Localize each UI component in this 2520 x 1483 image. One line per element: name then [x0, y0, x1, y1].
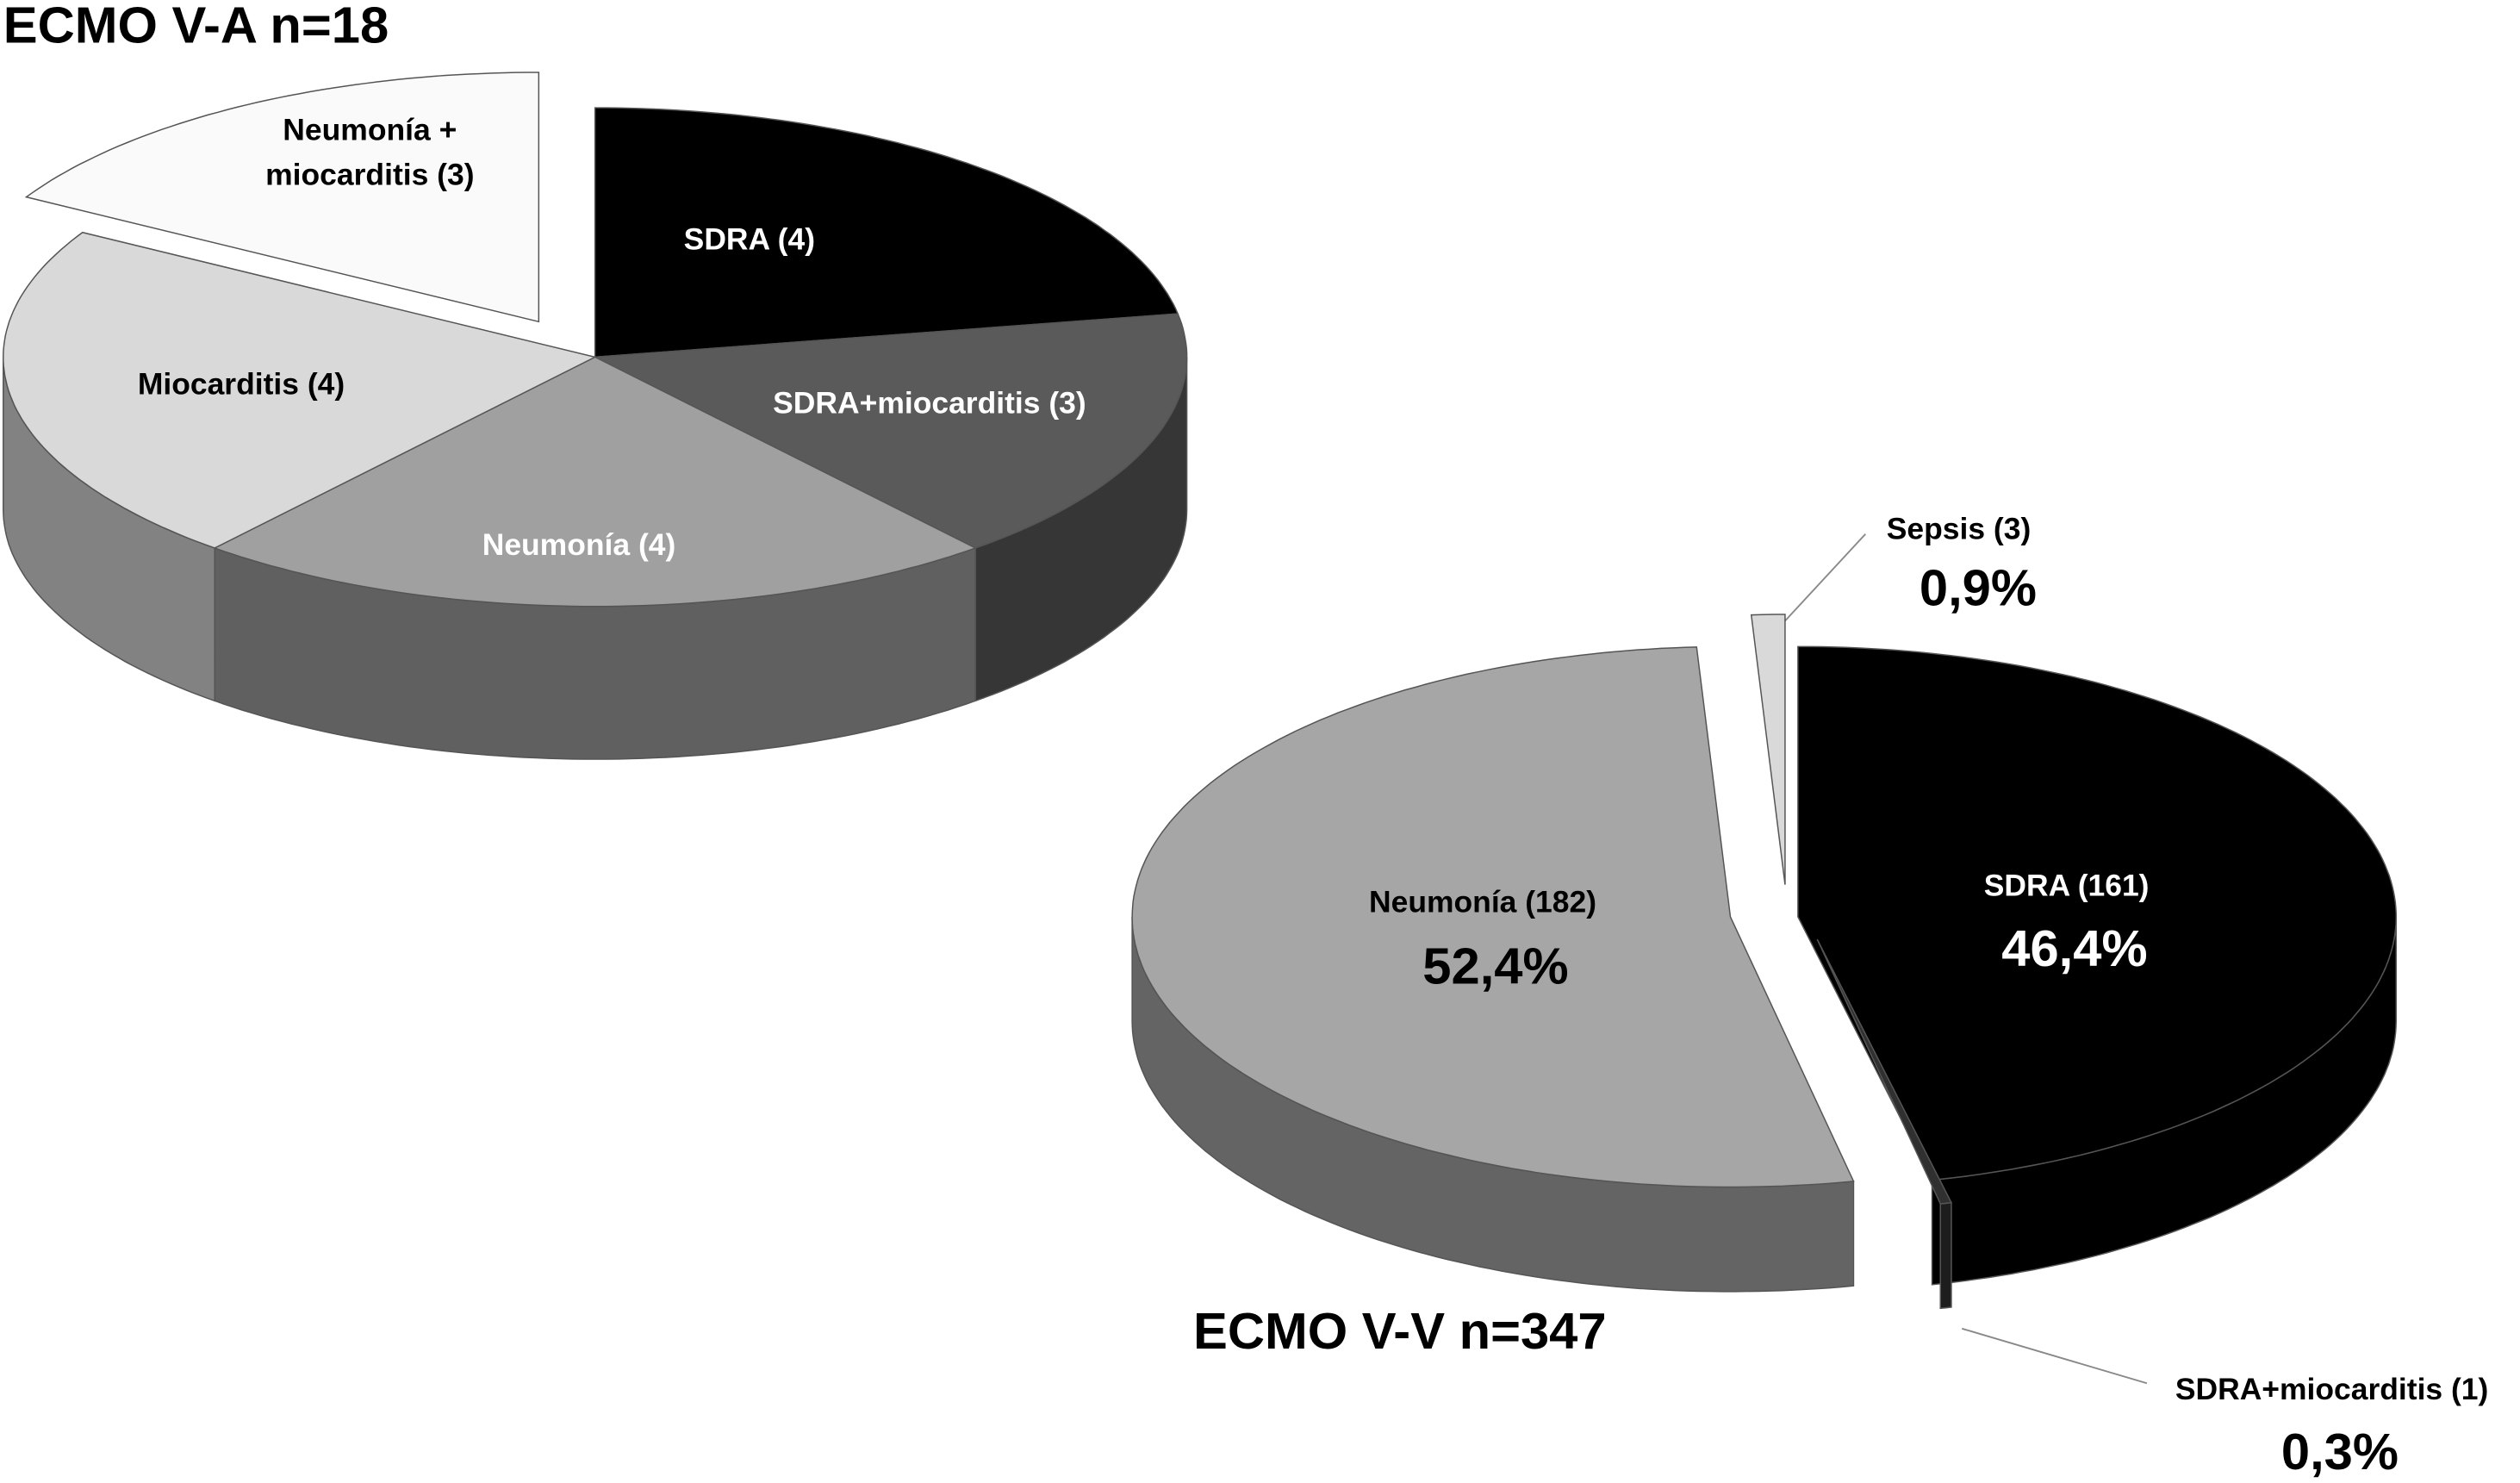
slice-label: SDRA+miocarditis (1): [2175, 1372, 2488, 1406]
chart-title: ECMO V-A n=18: [3, 0, 389, 53]
leader-line: [1962, 1327, 2148, 1385]
chart-title: ECMO V-V n=347: [1193, 1302, 1607, 1360]
slice: [213, 356, 978, 608]
slice: [592, 313, 1188, 549]
slice-label: Neumonía (182): [1369, 884, 1596, 919]
slice-label: SDRA+miocarditis (3): [773, 386, 1086, 421]
slice-label: Sepsis (3): [1887, 511, 2032, 545]
slice: [1816, 938, 1953, 1205]
slice: [24, 72, 540, 323]
slice-label: Neumonía (4): [482, 527, 676, 562]
slice-label: Neumonía + miocarditis (3): [265, 114, 475, 193]
leader-line: [1784, 533, 1866, 622]
slice-side: [1939, 1201, 1952, 1310]
slice-label: SDRA (4): [684, 221, 815, 256]
slice: [3, 231, 597, 549]
slice-value-label: 0,9%: [1920, 559, 2037, 617]
slice: [1797, 645, 2397, 1181]
slice: [594, 107, 1179, 358]
slice: [1750, 614, 1786, 885]
slice-value-label: 52,4%: [1422, 937, 1568, 994]
slice-label-box: Neumonía + miocarditis (3): [265, 114, 475, 193]
slice: [1131, 646, 1855, 1188]
slice-label: Miocarditis (4): [138, 366, 345, 401]
slice-value-label: 0,3%: [2281, 1423, 2399, 1480]
slice-label: SDRA (161): [1984, 869, 2150, 903]
slice-value-label: 46,4%: [2001, 919, 2147, 977]
